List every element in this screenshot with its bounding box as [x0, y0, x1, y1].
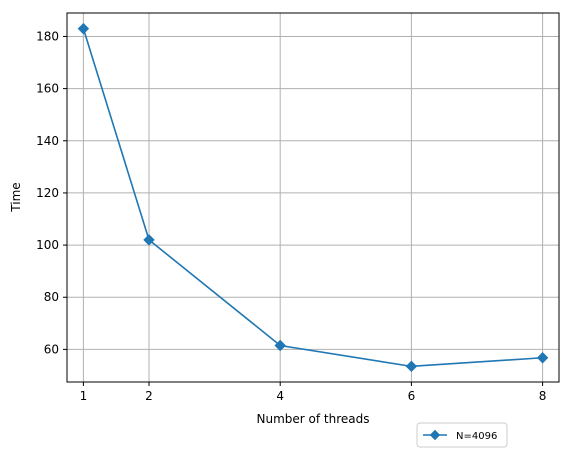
legend: N=4096: [416, 422, 508, 448]
data-point-marker: [77, 22, 90, 35]
x-tick-label: 1: [80, 389, 88, 403]
x-axis-label: Number of threads: [257, 412, 370, 426]
legend-diamond-marker: [429, 429, 441, 441]
data-point-marker: [536, 352, 549, 364]
y-tick-label: 80: [44, 290, 59, 304]
legend-label: N=4096: [456, 431, 497, 442]
legend-box: [416, 422, 508, 448]
data-point-marker: [405, 360, 418, 373]
y-tick-label: 120: [36, 186, 59, 200]
y-tick-label: 100: [36, 238, 59, 252]
y-tick-label: 60: [44, 342, 59, 356]
x-tick-label: 6: [408, 389, 416, 403]
x-tick-label: 4: [276, 389, 284, 403]
series-layer: [77, 22, 549, 373]
y-tick-label: 160: [36, 82, 59, 96]
y-tick-label: 140: [36, 134, 59, 148]
axis-ticks: 1 2 4 6 8 60 80 100 120 140 160 180: [36, 29, 546, 403]
data-point-marker: [274, 339, 286, 352]
plot-area-frame: [66, 12, 560, 383]
y-axis-label: Time: [9, 182, 23, 212]
series-line: [82, 28, 543, 368]
x-tick-label: 2: [145, 389, 153, 403]
data-point-marker: [143, 234, 155, 246]
y-tick-label: 180: [36, 29, 59, 43]
x-tick-label: 8: [539, 389, 547, 403]
grid-lines: [67, 13, 559, 382]
